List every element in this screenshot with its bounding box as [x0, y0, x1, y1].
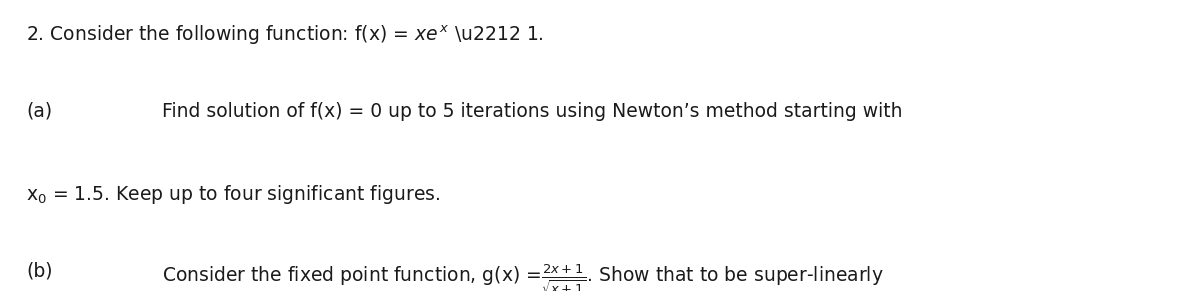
Text: (b): (b): [26, 262, 53, 281]
Text: 2. Consider the following function: f(x) = $xe^{\,x}$ \u2212 1.: 2. Consider the following function: f(x)…: [26, 23, 545, 47]
Text: Consider the fixed point function, g(x) =$\frac{2x+1}{\sqrt{x+1}}$. Show that to: Consider the fixed point function, g(x) …: [162, 262, 883, 291]
Text: (a): (a): [26, 102, 53, 121]
Text: Find solution of f(x) = 0 up to 5 iterations using Newton’s method starting with: Find solution of f(x) = 0 up to 5 iterat…: [162, 102, 902, 121]
Text: x$_0$ = 1.5. Keep up to four significant figures.: x$_0$ = 1.5. Keep up to four significant…: [26, 183, 440, 206]
